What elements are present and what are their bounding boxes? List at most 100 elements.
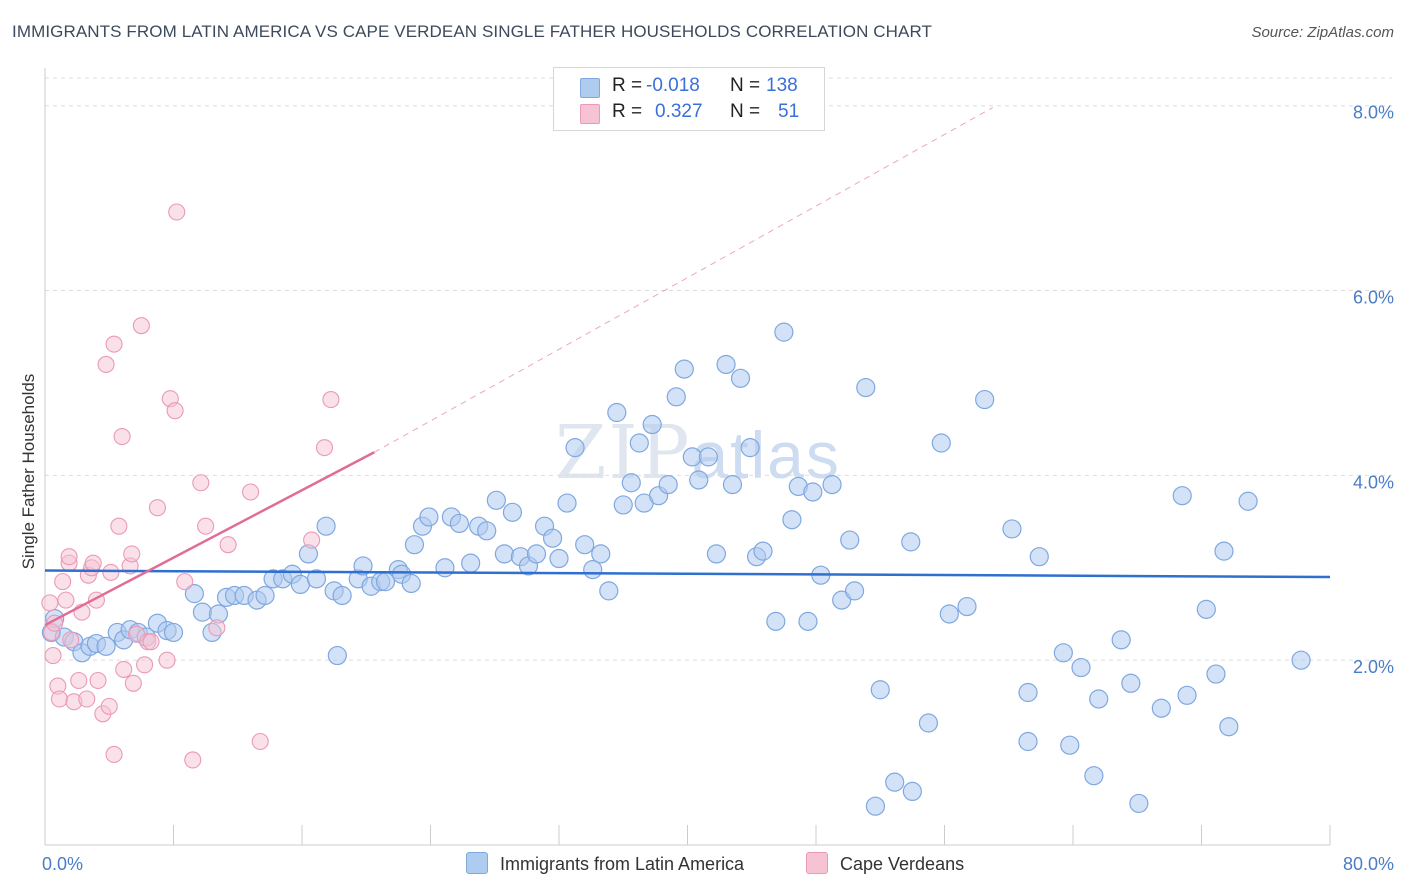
data-point-latin-america [782, 510, 802, 530]
data-point-latin-america [856, 377, 876, 398]
data-point-latin-america [449, 513, 470, 534]
data-point-latin-america [332, 585, 352, 606]
trend-line-extended [374, 107, 993, 453]
data-point-cape-verdean [84, 554, 102, 572]
data-point-latin-america [290, 574, 310, 595]
data-point-latin-america [698, 447, 718, 467]
data-point-latin-america [1029, 547, 1049, 567]
data-point-latin-america [629, 433, 649, 453]
data-point-latin-america [642, 414, 662, 435]
y-tick-label: 6.0% [1353, 288, 1394, 308]
data-point-latin-america [1060, 735, 1080, 755]
data-point-cape-verdean [105, 745, 123, 763]
data-point-cape-verdean [208, 619, 226, 637]
legend-swatch-blue [580, 78, 600, 98]
data-point-latin-america [975, 389, 995, 410]
data-point-latin-america [1214, 541, 1234, 561]
data-point-cape-verdean [70, 671, 88, 690]
data-point-cape-verdean [102, 563, 120, 581]
data-point-latin-america [502, 502, 523, 522]
data-point-cape-verdean [168, 203, 186, 221]
data-point-latin-america [1121, 673, 1141, 693]
data-point-latin-america [901, 532, 921, 552]
data-point-latin-america [832, 590, 852, 610]
data-point-cape-verdean [44, 647, 62, 665]
data-point-cape-verdean [148, 499, 166, 517]
data-point-cape-verdean [78, 690, 96, 708]
legend-n-label: N = [730, 101, 761, 122]
legend-r-label: R = [612, 75, 643, 96]
data-point-latin-america [1111, 630, 1131, 650]
data-point-latin-america [486, 490, 506, 510]
legend-n-label: N = [730, 75, 761, 96]
data-point-cape-verdean [113, 427, 131, 446]
trend-lines [44, 451, 1331, 627]
data-point-latin-america [1089, 689, 1109, 709]
data-point-latin-america [865, 796, 886, 816]
data-point-latin-america [918, 713, 939, 733]
data-point-cape-verdean [50, 690, 69, 708]
data-point-cape-verdean [62, 631, 80, 649]
data-point-cape-verdean [315, 439, 334, 457]
data-point-latin-america [1018, 682, 1038, 703]
data-point-latin-america [192, 602, 213, 622]
chart-title: IMMIGRANTS FROM LATIN AMERICA VS CAPE VE… [12, 22, 933, 41]
data-point-latin-america [327, 645, 347, 666]
legend-r-value: 0.327 [655, 101, 703, 122]
data-point-latin-america [419, 507, 439, 527]
data-point-latin-america [730, 368, 751, 388]
trend-line-cape-verdean [44, 451, 375, 627]
axis-labels: 2.0% 4.0% 6.0% 8.0% 0.0% 80.0% Single Father H… [19, 103, 1394, 874]
data-point-cape-verdean [105, 335, 123, 353]
data-point-latin-america [591, 544, 611, 564]
data-point-latin-america [1071, 657, 1091, 678]
data-point-latin-america [840, 530, 860, 550]
data-point-latin-america [931, 433, 951, 453]
data-point-latin-america [255, 585, 275, 606]
data-point-latin-america [316, 516, 336, 536]
data-point-cape-verdean [136, 656, 154, 674]
data-point-latin-america [766, 611, 786, 631]
data-point-latin-america [163, 622, 184, 643]
data-point-latin-america [607, 402, 627, 423]
data-point-cape-verdean [41, 594, 59, 612]
source-label: Source: ZipAtlas.com [1251, 24, 1394, 41]
data-point-latin-america [1238, 491, 1258, 511]
data-point-latin-america [565, 438, 585, 458]
data-point-latin-america [613, 495, 633, 515]
data-point-latin-america [666, 387, 686, 407]
legend-r-value: -0.018 [646, 75, 700, 96]
data-point-latin-america [774, 322, 794, 342]
data-point-latin-america [939, 604, 959, 624]
y-tick-label: 8.0% [1353, 103, 1394, 123]
legend-swatch-pink [580, 104, 600, 124]
data-point-cape-verdean [251, 732, 269, 751]
data-point-cape-verdean [115, 660, 133, 678]
data-point-latin-america [689, 470, 709, 490]
data-point-cape-verdean [184, 751, 202, 769]
data-point-latin-america [404, 535, 425, 555]
data-point-cape-verdean [192, 474, 210, 492]
bottom-legend-swatch-pink [806, 852, 828, 874]
data-point-latin-america [722, 475, 743, 495]
data-point-latin-america [435, 558, 455, 578]
data-point-cape-verdean [57, 591, 75, 609]
data-point-latin-america [658, 475, 678, 495]
data-point-cape-verdean [197, 517, 215, 535]
data-point-latin-america [798, 611, 818, 631]
data-point-latin-america [306, 569, 327, 589]
data-point-latin-america [1206, 664, 1226, 684]
data-point-latin-america [477, 521, 497, 541]
x-tick-label: 0.0% [42, 854, 83, 874]
data-point-latin-america [621, 473, 641, 493]
data-point-latin-america [557, 493, 577, 513]
data-point-cape-verdean [303, 531, 321, 549]
legend-r-label: R = [612, 101, 643, 122]
data-point-cape-verdean [176, 573, 194, 591]
data-point-cape-verdean [219, 536, 237, 554]
data-point-cape-verdean [242, 483, 260, 501]
data-point-latin-america [1196, 599, 1216, 619]
y-tick-label: 2.0% [1353, 657, 1394, 677]
data-point-latin-america [575, 535, 595, 555]
data-point-latin-america [494, 544, 514, 564]
